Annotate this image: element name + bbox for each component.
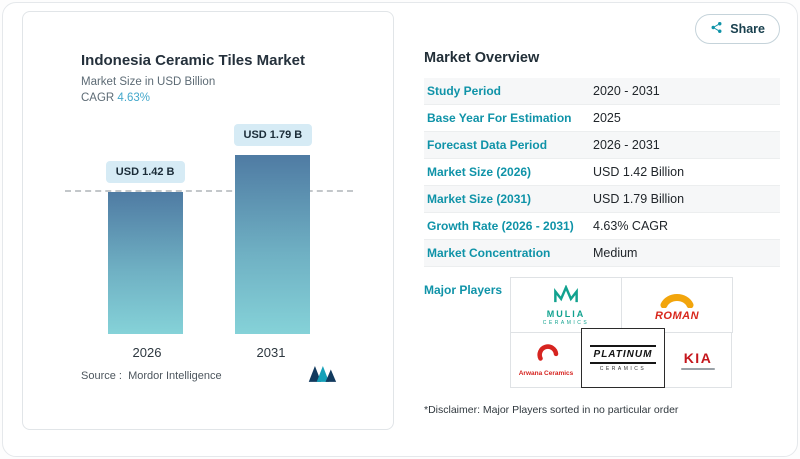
mordor-intelligence-logo-icon xyxy=(307,364,337,387)
disclaimer-text: *Disclaimer: Major Players sorted in no … xyxy=(424,404,679,416)
player-logo-mulia: MULIA CERAMICS xyxy=(510,277,622,333)
row-value: USD 1.79 Billion xyxy=(593,192,685,206)
row-label: Study Period xyxy=(427,84,502,98)
major-players-grid: MULIA CERAMICS ROMAN xyxy=(510,277,734,388)
bar-group-2026: USD 1.42 B xyxy=(105,161,185,334)
row-value: USD 1.42 Billion xyxy=(593,165,685,179)
cagr-label: CAGR xyxy=(81,92,118,104)
axis-label-2026: 2026 xyxy=(132,345,162,360)
chart-card-footer: Source : Mordor Intelligence xyxy=(81,364,337,387)
player-logo-roman: ROMAN xyxy=(621,277,733,333)
bar-chart: USD 1.42 B USD 1.79 B xyxy=(65,120,353,334)
row-label: Market Size (2031) xyxy=(427,192,532,206)
row-value: 2025 xyxy=(593,111,621,125)
mulia-logo-icon xyxy=(551,283,581,308)
row-label: Base Year For Estimation xyxy=(427,111,572,125)
row-label: Market Size (2026) xyxy=(427,165,532,179)
chart-title: Indonesia Ceramic Tiles Market xyxy=(81,52,305,69)
player-logo-platinum: PLATINUM CERAMICS xyxy=(581,328,665,388)
bar-value-label-2031: USD 1.79 B xyxy=(233,124,313,146)
share-button-label: Share xyxy=(730,22,765,36)
row-label: Forecast Data Period xyxy=(427,138,548,152)
cagr-value: 4.63% xyxy=(117,92,151,104)
major-players-section: Major Players MULIA CERAMICS xyxy=(424,277,780,388)
share-row: Share xyxy=(424,14,780,44)
row-value: 2026 - 2031 xyxy=(593,138,660,152)
share-button[interactable]: Share xyxy=(695,14,780,44)
player-logo-arwana: Arwana Ceramics xyxy=(510,332,582,388)
source-value: Mordor Intelligence xyxy=(128,369,222,382)
market-chart-card: Indonesia Ceramic Tiles Market Market Si… xyxy=(22,11,394,430)
market-overview-panel: Share Market Overview Study Period 2020 … xyxy=(424,14,780,416)
players-row-top: MULIA CERAMICS ROMAN xyxy=(510,277,734,333)
players-row-bottom: Arwana Ceramics PLATINUM CERAMICS KIA xyxy=(510,328,734,388)
roman-logo-icon xyxy=(659,288,695,313)
arwana-logo-icon xyxy=(533,343,559,368)
bar-group-2031: USD 1.79 B xyxy=(233,124,313,334)
player-logo-kia: KIA xyxy=(664,332,732,388)
overview-table: Study Period 2020 - 2031 Base Year For E… xyxy=(424,78,780,267)
table-row: Base Year For Estimation 2025 xyxy=(424,105,780,132)
chart-subtitle: Market Size in USD Billion xyxy=(81,76,216,88)
row-value: 4.63% CAGR xyxy=(593,219,669,233)
row-label: Market Concentration xyxy=(427,246,551,260)
table-row: Market Size (2031) USD 1.79 Billion xyxy=(424,186,780,213)
source-label: Source : xyxy=(81,369,122,382)
bar-value-label-2026: USD 1.42 B xyxy=(105,161,185,183)
row-label: Growth Rate (2026 - 2031) xyxy=(427,219,574,233)
row-value: 2020 - 2031 xyxy=(593,84,660,98)
cagr-line: CAGR 4.63% xyxy=(81,92,337,104)
source-line: Source : Mordor Intelligence xyxy=(81,370,222,382)
table-row: Forecast Data Period 2026 - 2031 xyxy=(424,132,780,159)
overview-title: Market Overview xyxy=(424,50,540,66)
table-row: Study Period 2020 - 2031 xyxy=(424,78,780,105)
axis-label-2031: 2031 xyxy=(256,345,286,360)
table-row: Growth Rate (2026 - 2031) 4.63% CAGR xyxy=(424,213,780,240)
row-value: Medium xyxy=(593,246,638,260)
bar-2031 xyxy=(235,155,311,334)
share-icon xyxy=(710,21,723,37)
x-axis-labels: 2026 2031 xyxy=(81,345,337,360)
kia-logo-subtext xyxy=(681,368,715,370)
table-row: Market Size (2026) USD 1.42 Billion xyxy=(424,159,780,186)
major-players-label: Major Players xyxy=(424,283,503,297)
reference-dashed-line xyxy=(65,190,353,192)
table-row: Market Concentration Medium xyxy=(424,240,780,267)
bar-2026 xyxy=(107,192,183,334)
